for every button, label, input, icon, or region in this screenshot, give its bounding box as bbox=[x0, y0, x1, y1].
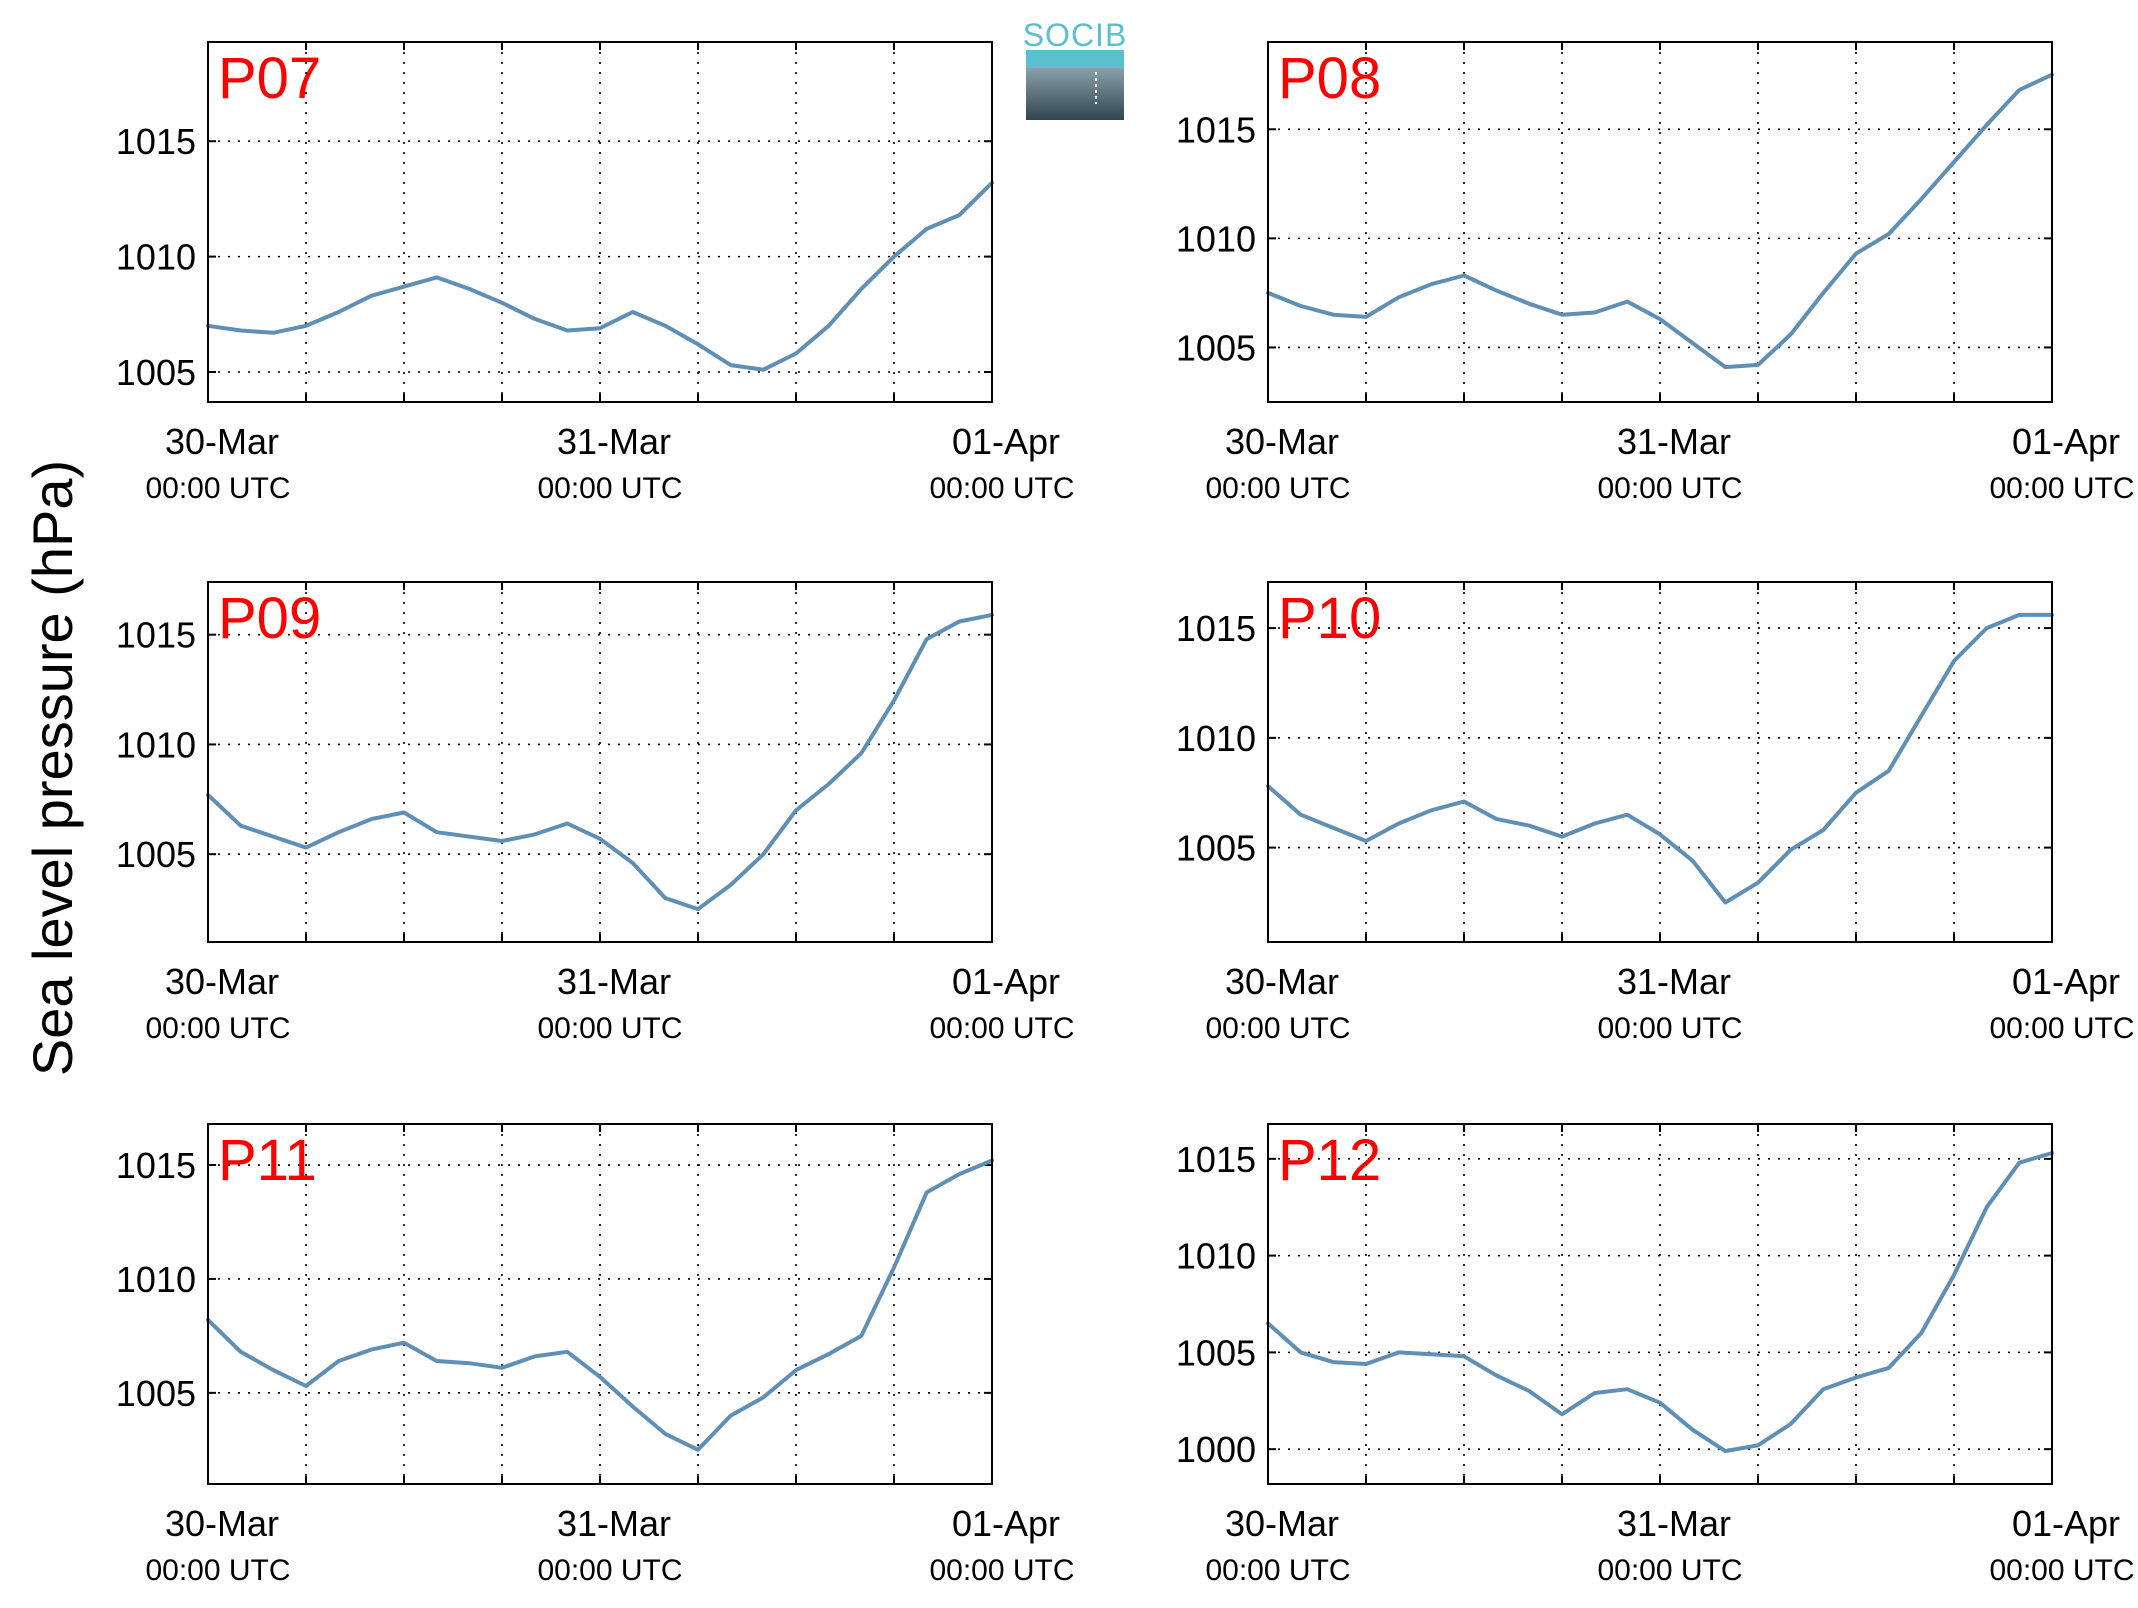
axes-frame bbox=[1267, 581, 2053, 943]
y-tick-label: 1015 bbox=[116, 1145, 196, 1186]
x-tick-time-label: 00:00 UTC bbox=[1597, 1012, 1742, 1045]
y-tick-label: 1015 bbox=[1176, 1139, 1256, 1180]
x-tick-time-label: 00:00 UTC bbox=[1205, 472, 1350, 505]
y-tick-label: 1015 bbox=[116, 121, 196, 162]
x-tick-time-label: 00:00 UTC bbox=[1205, 1012, 1350, 1045]
y-tick-label: 1010 bbox=[1176, 1236, 1256, 1277]
x-tick-time-label: 00:00 UTC bbox=[145, 1554, 290, 1587]
chart-panel-p07: 1005 1010 1015 30-Mar 00:00 UTC 31-Mar 00:00 U… bbox=[116, 41, 1075, 505]
x-tick-date-label: 01-Apr bbox=[952, 421, 1060, 462]
x-tick-time-label: 00:00 UTC bbox=[537, 1554, 682, 1587]
series-line bbox=[1266, 1151, 2054, 1454]
axes-frame bbox=[207, 41, 993, 403]
y-tick-label: 1005 bbox=[116, 1373, 196, 1414]
x-tick-date-label: 31-Mar bbox=[1617, 421, 1731, 462]
y-tick-label: 1000 bbox=[1176, 1429, 1256, 1470]
y-tick-label: 1010 bbox=[1176, 718, 1256, 759]
x-tick-time-label: 00:00 UTC bbox=[1597, 472, 1742, 505]
series-line bbox=[206, 612, 994, 912]
x-tick-time-label: 00:00 UTC bbox=[1989, 1012, 2134, 1045]
y-tick-label: 1010 bbox=[116, 237, 196, 278]
x-tick-time-label: 00:00 UTC bbox=[537, 472, 682, 505]
x-tick-time-label: 00:00 UTC bbox=[537, 1012, 682, 1045]
y-tick-label: 1005 bbox=[116, 352, 196, 393]
series-line bbox=[206, 1158, 994, 1452]
panel-label: P12 bbox=[1278, 1128, 1381, 1193]
x-tick-date-label: 01-Apr bbox=[952, 961, 1060, 1002]
y-tick-label: 1010 bbox=[116, 1259, 196, 1300]
x-tick-date-label: 31-Mar bbox=[1617, 1503, 1731, 1544]
axes-frame bbox=[1267, 41, 2053, 403]
panel-label: P10 bbox=[1278, 586, 1381, 651]
y-tick-label: 1015 bbox=[116, 615, 196, 656]
x-tick-time-label: 00:00 UTC bbox=[929, 1554, 1074, 1587]
chart-panel-p10: 1005 1010 1015 30-Mar 00:00 UTC 31-Mar 00:00 U… bbox=[1176, 581, 2135, 1045]
chart-panel-p08: 1005 1010 1015 30-Mar 00:00 UTC 31-Mar 00:00 U… bbox=[1176, 41, 2135, 505]
socib-logo: SOCIB bbox=[1023, 17, 1128, 120]
y-tick-label: 1005 bbox=[1176, 327, 1256, 368]
x-tick-date-label: 30-Mar bbox=[165, 961, 279, 1002]
series-line bbox=[206, 180, 994, 372]
y-tick-label: 1015 bbox=[1176, 109, 1256, 150]
y-tick-label: 1005 bbox=[1176, 828, 1256, 869]
x-tick-time-label: 00:00 UTC bbox=[145, 1012, 290, 1045]
y-tick-label: 1005 bbox=[1176, 1332, 1256, 1373]
chart-panel-p12: 1000 1005 1010 1015 30-Mar 00:00 UTC 31-Mar 00:… bbox=[1176, 1123, 2135, 1587]
x-tick-date-label: 01-Apr bbox=[2012, 961, 2120, 1002]
axes-frame bbox=[1267, 1123, 2053, 1485]
x-tick-time-label: 00:00 UTC bbox=[1989, 472, 2134, 505]
y-tick-label: 1015 bbox=[1176, 608, 1256, 649]
x-tick-time-label: 00:00 UTC bbox=[1989, 1554, 2134, 1587]
series-line bbox=[1266, 612, 2054, 905]
y-tick-label: 1005 bbox=[116, 834, 196, 875]
x-tick-time-label: 00:00 UTC bbox=[1205, 1554, 1350, 1587]
panel-label: P11 bbox=[218, 1128, 317, 1193]
y-tick-label: 1010 bbox=[116, 724, 196, 765]
chart-panel-p09: 1005 1010 1015 30-Mar 00:00 UTC 31-Mar 00:00 U… bbox=[116, 581, 1075, 1045]
x-tick-date-label: 30-Mar bbox=[165, 421, 279, 462]
x-tick-time-label: 00:00 UTC bbox=[1597, 1554, 1742, 1587]
axes-frame bbox=[207, 581, 993, 943]
x-tick-date-label: 31-Mar bbox=[557, 961, 671, 1002]
x-tick-date-label: 01-Apr bbox=[2012, 421, 2120, 462]
x-tick-time-label: 00:00 UTC bbox=[929, 472, 1074, 505]
x-tick-date-label: 31-Mar bbox=[557, 421, 671, 462]
x-tick-time-label: 00:00 UTC bbox=[929, 1012, 1074, 1045]
x-tick-date-label: 01-Apr bbox=[952, 1503, 1060, 1544]
logo-block bbox=[1026, 68, 1124, 120]
panel-label: P08 bbox=[1278, 46, 1381, 111]
panel-label: P09 bbox=[218, 586, 321, 651]
logo-text: SOCIB bbox=[1023, 17, 1128, 53]
chart-panel-p11: 1005 1010 1015 30-Mar 00:00 UTC 31-Mar 00:00 U… bbox=[116, 1123, 1075, 1587]
logo-wave bbox=[1026, 50, 1124, 68]
x-tick-date-label: 01-Apr bbox=[2012, 1503, 2120, 1544]
x-tick-date-label: 30-Mar bbox=[1225, 421, 1339, 462]
x-tick-date-label: 31-Mar bbox=[557, 1503, 671, 1544]
x-tick-date-label: 30-Mar bbox=[1225, 1503, 1339, 1544]
x-tick-date-label: 30-Mar bbox=[165, 1503, 279, 1544]
y-tick-label: 1010 bbox=[1176, 218, 1256, 259]
y-axis-label: Sea level pressure (hPa) bbox=[21, 460, 84, 1076]
x-tick-date-label: 30-Mar bbox=[1225, 961, 1339, 1002]
x-tick-time-label: 00:00 UTC bbox=[145, 472, 290, 505]
panel-label: P07 bbox=[218, 46, 321, 111]
series-line bbox=[1266, 72, 2054, 370]
x-tick-date-label: 31-Mar bbox=[1617, 961, 1731, 1002]
axes-frame bbox=[207, 1123, 993, 1485]
